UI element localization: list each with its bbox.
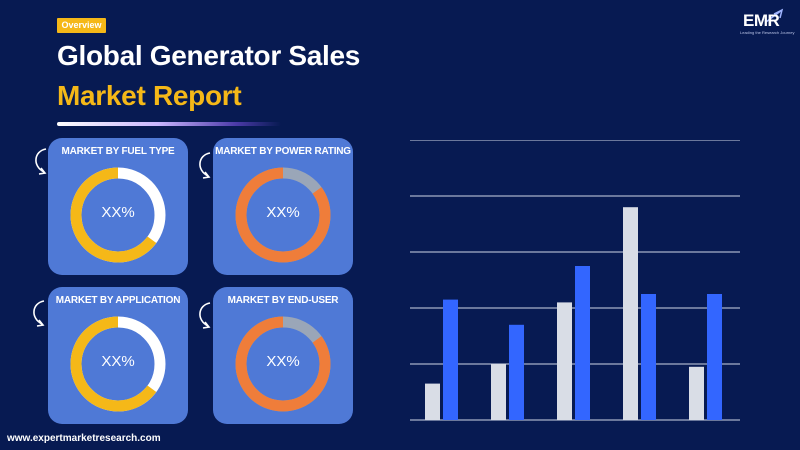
card-label: MARKET BY APPLICATION — [55, 295, 181, 306]
logo-tagline: Leading the Research Journey — [740, 30, 795, 35]
curved-arrow-icon — [35, 148, 47, 175]
bar-series-1 — [425, 383, 440, 420]
bar-series-1 — [689, 366, 704, 420]
bar-chart — [410, 140, 740, 421]
bar-series-2 — [575, 266, 590, 420]
card-value: XX% — [266, 204, 300, 221]
report-title-line2: Market Report — [57, 80, 242, 111]
donut-chart — [235, 167, 331, 263]
curved-arrow-icon — [199, 152, 211, 179]
donut-chart — [70, 316, 166, 412]
market-card-power-rating: MARKET BY POWER RATING XX% — [213, 138, 353, 275]
card-value: XX% — [101, 353, 135, 370]
market-card-application: MARKET BY APPLICATION XX% — [48, 287, 188, 424]
logo-wordmark: EMR — [743, 11, 780, 30]
card-label: MARKET BY FUEL TYPE — [61, 146, 175, 157]
card-label: MARKET BY POWER RATING — [215, 146, 351, 157]
bar-series-2 — [509, 324, 524, 420]
curved-arrow-icon — [33, 300, 45, 327]
title-underline — [57, 122, 281, 126]
card-label: MARKET BY END-USER — [227, 295, 339, 306]
donut-chart — [70, 167, 166, 263]
website-url: www.expertmarketresearch.com — [7, 433, 161, 444]
bar-series-1 — [557, 302, 572, 420]
market-card-fuel-type: MARKET BY FUEL TYPE XX% — [48, 138, 188, 275]
bar-series-2 — [707, 294, 722, 420]
market-card-end-user: MARKET BY END-USER XX% — [213, 287, 353, 424]
bar-series-2 — [641, 294, 656, 420]
bar-series-2 — [443, 299, 458, 420]
card-value: XX% — [101, 204, 135, 221]
overview-badge: Overview — [57, 18, 106, 33]
bar-series-1 — [623, 207, 638, 420]
card-value: XX% — [266, 353, 300, 370]
report-title-line1: Global Generator Sales — [57, 40, 361, 71]
donut-chart — [235, 316, 331, 412]
bar-series-1 — [491, 364, 506, 420]
curved-arrow-icon — [199, 302, 211, 329]
emr-logo-icon — [765, 8, 784, 23]
